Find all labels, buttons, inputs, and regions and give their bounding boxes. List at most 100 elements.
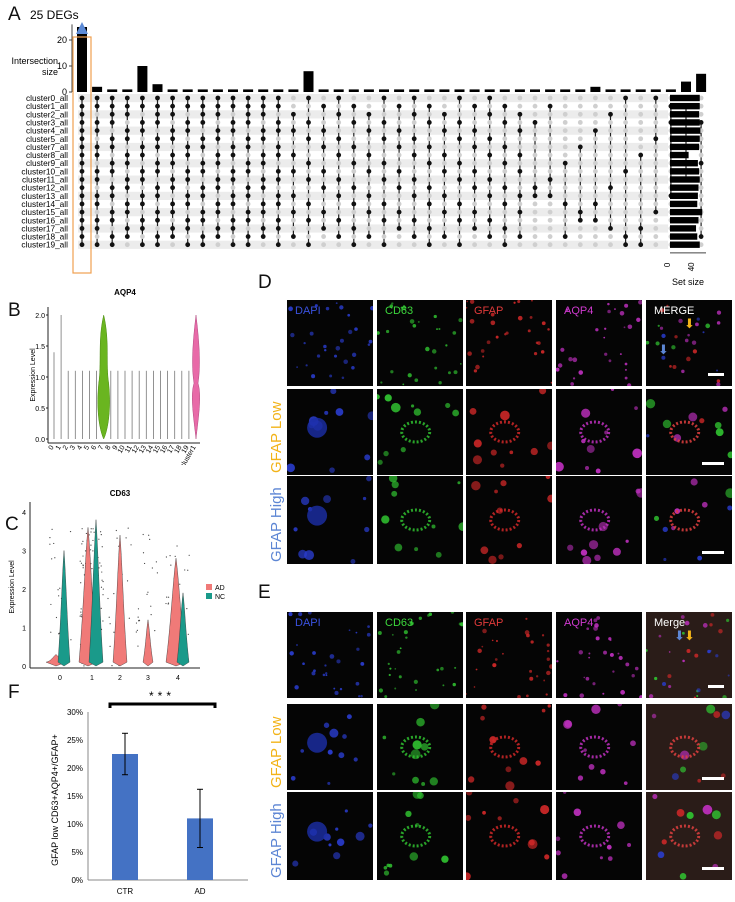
matrix-dot-inactive bbox=[517, 226, 523, 231]
matrix-dot-active bbox=[411, 95, 417, 101]
matrix-dot-active bbox=[623, 242, 628, 248]
matrix-dot-inactive bbox=[170, 193, 176, 199]
matrix-dot-active bbox=[411, 111, 417, 117]
data-point bbox=[101, 571, 103, 573]
matrix-dot-active bbox=[79, 226, 85, 231]
matrix-dot-active bbox=[457, 136, 462, 142]
matrix-dot-inactive bbox=[306, 209, 311, 215]
matrix-dot-active bbox=[472, 226, 477, 231]
signal-spot bbox=[472, 455, 483, 465]
intersection-bar bbox=[167, 89, 178, 92]
matrix-dot-active bbox=[124, 160, 130, 166]
signal-spot bbox=[646, 649, 648, 652]
panel-label-d: D bbox=[258, 272, 272, 293]
matrix-dot-inactive bbox=[608, 128, 613, 134]
signal-spot bbox=[350, 559, 356, 564]
matrix-dot-inactive bbox=[109, 177, 115, 182]
signal-spot bbox=[527, 839, 538, 850]
matrix-dot-active bbox=[502, 144, 508, 150]
matrix-dot-inactive bbox=[638, 111, 644, 117]
matrix-dot-active bbox=[109, 95, 115, 101]
matrix-dot-inactive bbox=[94, 111, 100, 117]
matrix-dot-active bbox=[396, 185, 402, 191]
matrix-dot-inactive bbox=[653, 185, 659, 191]
matrix-dot-inactive bbox=[336, 209, 342, 215]
signal-spot bbox=[436, 668, 440, 672]
matrix-dot-active bbox=[321, 209, 326, 215]
matrix-dot-inactive bbox=[366, 177, 372, 182]
matrix-dot-inactive bbox=[109, 128, 115, 134]
signal-spot bbox=[527, 329, 531, 333]
signal-spot bbox=[567, 544, 574, 551]
intersection-bar bbox=[152, 84, 163, 92]
signal-spot bbox=[636, 488, 642, 498]
matrix-dot-inactive bbox=[608, 120, 613, 125]
signal-spot bbox=[701, 501, 708, 508]
matrix-dot-inactive bbox=[517, 201, 523, 207]
signal-spot bbox=[368, 339, 373, 344]
set-label: cluster15_all bbox=[21, 207, 68, 217]
matrix-dot-inactive bbox=[260, 242, 266, 248]
matrix-dot-active bbox=[562, 201, 568, 207]
matrix-dot-inactive bbox=[94, 160, 100, 166]
matrix-dot-inactive bbox=[381, 111, 387, 117]
matrix-dot-inactive bbox=[396, 217, 402, 223]
signal-spot bbox=[661, 839, 667, 845]
matrix-dot-inactive bbox=[547, 128, 553, 134]
signal-spot bbox=[573, 808, 582, 817]
matrix-dot-inactive bbox=[124, 242, 130, 248]
matrix-dot-inactive bbox=[366, 201, 372, 207]
set-size-bar bbox=[670, 192, 698, 199]
set-label: cluster17_all bbox=[21, 223, 68, 233]
matrix-dot-inactive bbox=[426, 217, 432, 223]
signal-spot bbox=[624, 303, 629, 308]
matrix-dot-inactive bbox=[547, 185, 553, 191]
data-point bbox=[101, 546, 103, 548]
signal-spot bbox=[495, 335, 499, 339]
signal-spot bbox=[497, 816, 502, 821]
matrix-dot-inactive bbox=[608, 201, 613, 207]
matrix-dot-active bbox=[79, 193, 85, 199]
matrix-dot-inactive bbox=[306, 111, 311, 117]
set-label: cluster4_all bbox=[26, 126, 68, 136]
matrix-dot-active bbox=[215, 209, 221, 215]
matrix-dot-inactive bbox=[170, 144, 176, 150]
matrix-dot-active bbox=[275, 128, 281, 134]
matrix-dot-active bbox=[200, 120, 206, 125]
matrix-dot-inactive bbox=[411, 144, 417, 150]
matrix-dot-inactive bbox=[396, 111, 402, 117]
set-size-bar bbox=[670, 225, 697, 232]
signal-spot bbox=[409, 319, 415, 324]
legend-label: AD bbox=[215, 585, 225, 592]
signal-spot bbox=[646, 399, 656, 409]
matrix-dot-inactive bbox=[653, 226, 659, 231]
signal-spot bbox=[442, 684, 445, 687]
matrix-dot-active bbox=[185, 193, 191, 199]
micrograph-tile: DAPI bbox=[287, 300, 373, 386]
y-tick-label: 4 bbox=[22, 510, 26, 517]
matrix-dot-active bbox=[230, 226, 236, 231]
matrix-dot-inactive bbox=[608, 242, 613, 248]
signal-spot bbox=[292, 860, 299, 867]
signal-spot bbox=[715, 428, 724, 437]
signal-spot bbox=[563, 792, 567, 794]
micrograph-signal bbox=[556, 300, 642, 386]
matrix-dot-active bbox=[396, 226, 402, 231]
legend-swatch bbox=[206, 584, 212, 590]
matrix-dot-active bbox=[487, 152, 493, 158]
matrix-dot-inactive bbox=[593, 144, 598, 150]
matrix-dot-active bbox=[230, 201, 236, 207]
signal-spot bbox=[367, 343, 371, 346]
signal-spot bbox=[416, 717, 425, 727]
matrix-dot-active bbox=[260, 152, 266, 158]
signal-spot bbox=[335, 408, 344, 416]
data-point bbox=[113, 593, 115, 595]
matrix-dot-active bbox=[593, 217, 598, 223]
matrix-dot-active bbox=[94, 152, 100, 158]
signal-spot bbox=[592, 682, 596, 686]
signal-spot bbox=[595, 468, 601, 474]
signal-spot bbox=[390, 370, 394, 374]
matrix-dot-inactive bbox=[381, 168, 387, 174]
signal-spot bbox=[392, 772, 396, 776]
signal-spot bbox=[323, 722, 330, 728]
